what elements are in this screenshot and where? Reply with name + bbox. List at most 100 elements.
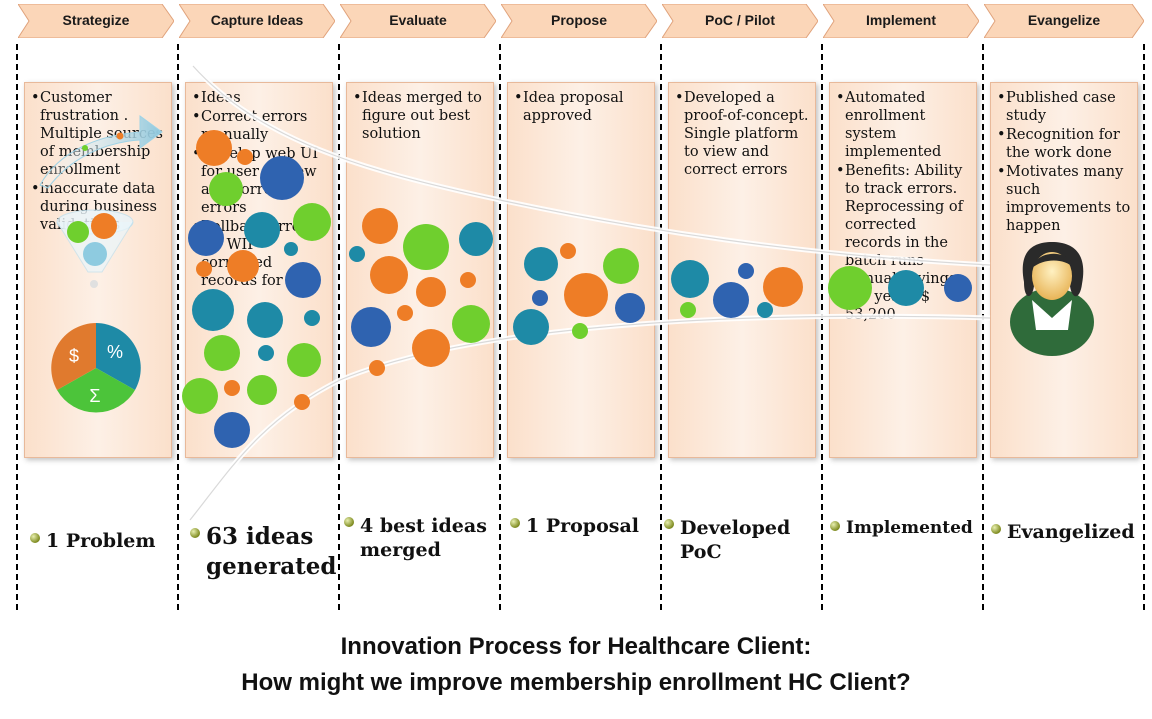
- phase-header-evangelize: Evangelize: [984, 4, 1144, 38]
- card-bullet: Published case study: [997, 89, 1131, 125]
- idea-bubble: [304, 310, 320, 326]
- pie-label: %: [107, 342, 123, 362]
- outcome-label: Implemented: [846, 518, 973, 538]
- idea-bubble: [757, 302, 773, 318]
- outcome-evangelize: Evangelized: [991, 521, 1135, 543]
- divider-line: [499, 44, 501, 610]
- idea-bubble: [713, 282, 749, 318]
- idea-bubble: [416, 277, 446, 307]
- bullet-dot-icon: [991, 524, 1001, 534]
- idea-bubble: [293, 203, 331, 241]
- idea-bubble: [192, 289, 234, 331]
- phase-label: Evaluate: [389, 12, 447, 28]
- card-bullet: Ideas merged to figure out best solution: [353, 89, 487, 143]
- idea-bubble: [284, 242, 298, 256]
- bullet-dot-icon: [830, 521, 840, 531]
- idea-bubble: [237, 149, 253, 165]
- phase-label: Strategize: [62, 12, 130, 28]
- idea-bubble: [209, 172, 243, 206]
- idea-bubble: [244, 212, 280, 248]
- card-bullet: Automated enrollment system implemented: [836, 89, 970, 161]
- divider-line: [660, 44, 662, 610]
- phase-header-evaluate: Evaluate: [340, 4, 496, 38]
- idea-bubble: [188, 220, 224, 256]
- outcome-label: 4 best ideas merged: [360, 515, 487, 561]
- idea-bubble: [532, 290, 548, 306]
- idea-bubble: [763, 267, 803, 307]
- idea-bubble: [944, 274, 972, 302]
- idea-bubble: [671, 260, 709, 298]
- person-avatar-icon: [1010, 242, 1094, 356]
- card-bullet: Recognition for the work done: [997, 126, 1131, 162]
- bullet-dot-icon: [510, 518, 520, 528]
- idea-bubble: [459, 222, 493, 256]
- idea-bubble: [524, 247, 558, 281]
- card-bullet: Idea proposal approved: [514, 89, 648, 125]
- phase-card-evaluate: Ideas merged to figure out best solution: [346, 82, 494, 458]
- outcome-label: 63 ideas generated: [206, 523, 337, 580]
- arrow-icon: [39, 115, 163, 189]
- phase-header-propose: Propose: [501, 4, 657, 38]
- pie-chart-icon: % $ Σ: [51, 323, 141, 413]
- divider-line: [177, 44, 179, 610]
- divider-line: [1143, 44, 1145, 610]
- idea-bubble: [349, 246, 365, 262]
- idea-bubble: [204, 335, 240, 371]
- card-bullet: Motivates many such improvements to happ…: [997, 163, 1131, 235]
- idea-bubble: [362, 208, 398, 244]
- idea-bubble: [513, 309, 549, 345]
- pie-label: Σ: [89, 386, 100, 406]
- outcome-capture-ideas: 63 ideas generated: [190, 522, 340, 582]
- idea-bubble: [214, 412, 250, 448]
- outcome-poc-pilot: Developed PoC: [664, 516, 804, 564]
- idea-bubble: [369, 360, 385, 376]
- divider-line: [982, 44, 984, 610]
- phase-label: Propose: [550, 12, 607, 28]
- caption-line-2: How might we improve membership enrollme…: [241, 669, 911, 696]
- phase-header-strategize: Strategize: [18, 4, 174, 38]
- pie-label: $: [69, 346, 79, 366]
- idea-bubble: [403, 224, 449, 270]
- idea-bubble: [680, 302, 696, 318]
- idea-bubble: [615, 293, 645, 323]
- bullet-dot-icon: [344, 517, 354, 527]
- phase-label: PoC / Pilot: [705, 12, 775, 28]
- idea-bubble: [460, 272, 476, 288]
- phase-label: Evangelize: [1027, 12, 1101, 28]
- idea-bubble: [888, 270, 924, 306]
- outcome-label: Developed PoC: [680, 517, 791, 563]
- idea-bubble: [351, 307, 391, 347]
- idea-bubble: [397, 305, 413, 321]
- phase-header-capture-ideas: Capture Ideas: [179, 4, 335, 38]
- outcome-label: 1 Proposal: [526, 515, 639, 537]
- divider-line: [821, 44, 823, 610]
- idea-bubble: [287, 343, 321, 377]
- idea-bubble: [247, 375, 277, 405]
- card-bullet: Developed a proof-of-concept. Single pla…: [675, 89, 809, 179]
- phase-label: Implement: [865, 12, 936, 28]
- mini-funnel-icon: [56, 209, 134, 288]
- idea-bubble: [560, 243, 576, 259]
- idea-bubble: [828, 266, 872, 310]
- divider-line: [16, 44, 18, 610]
- outcome-label: Evangelized: [1007, 521, 1135, 543]
- idea-bubble: [294, 394, 310, 410]
- outcome-evaluate: 4 best ideas merged: [344, 514, 494, 562]
- outcome-propose: 1 Proposal: [510, 515, 639, 537]
- idea-bubble: [260, 156, 304, 200]
- bullet-dot-icon: [190, 528, 200, 538]
- bullet-dot-icon: [30, 533, 40, 543]
- idea-bubble: [224, 380, 240, 396]
- idea-bubble: [412, 329, 450, 367]
- idea-bubble: [196, 130, 232, 166]
- idea-bubbles: [182, 130, 972, 448]
- phase-header-implement: Implement: [823, 4, 979, 38]
- idea-bubble: [738, 263, 754, 279]
- idea-bubble: [247, 302, 283, 338]
- outcome-strategize: 1 Problem: [30, 530, 156, 552]
- idea-bubble: [227, 250, 259, 282]
- idea-bubble: [285, 262, 321, 298]
- idea-bubble: [258, 345, 274, 361]
- idea-bubble: [370, 256, 408, 294]
